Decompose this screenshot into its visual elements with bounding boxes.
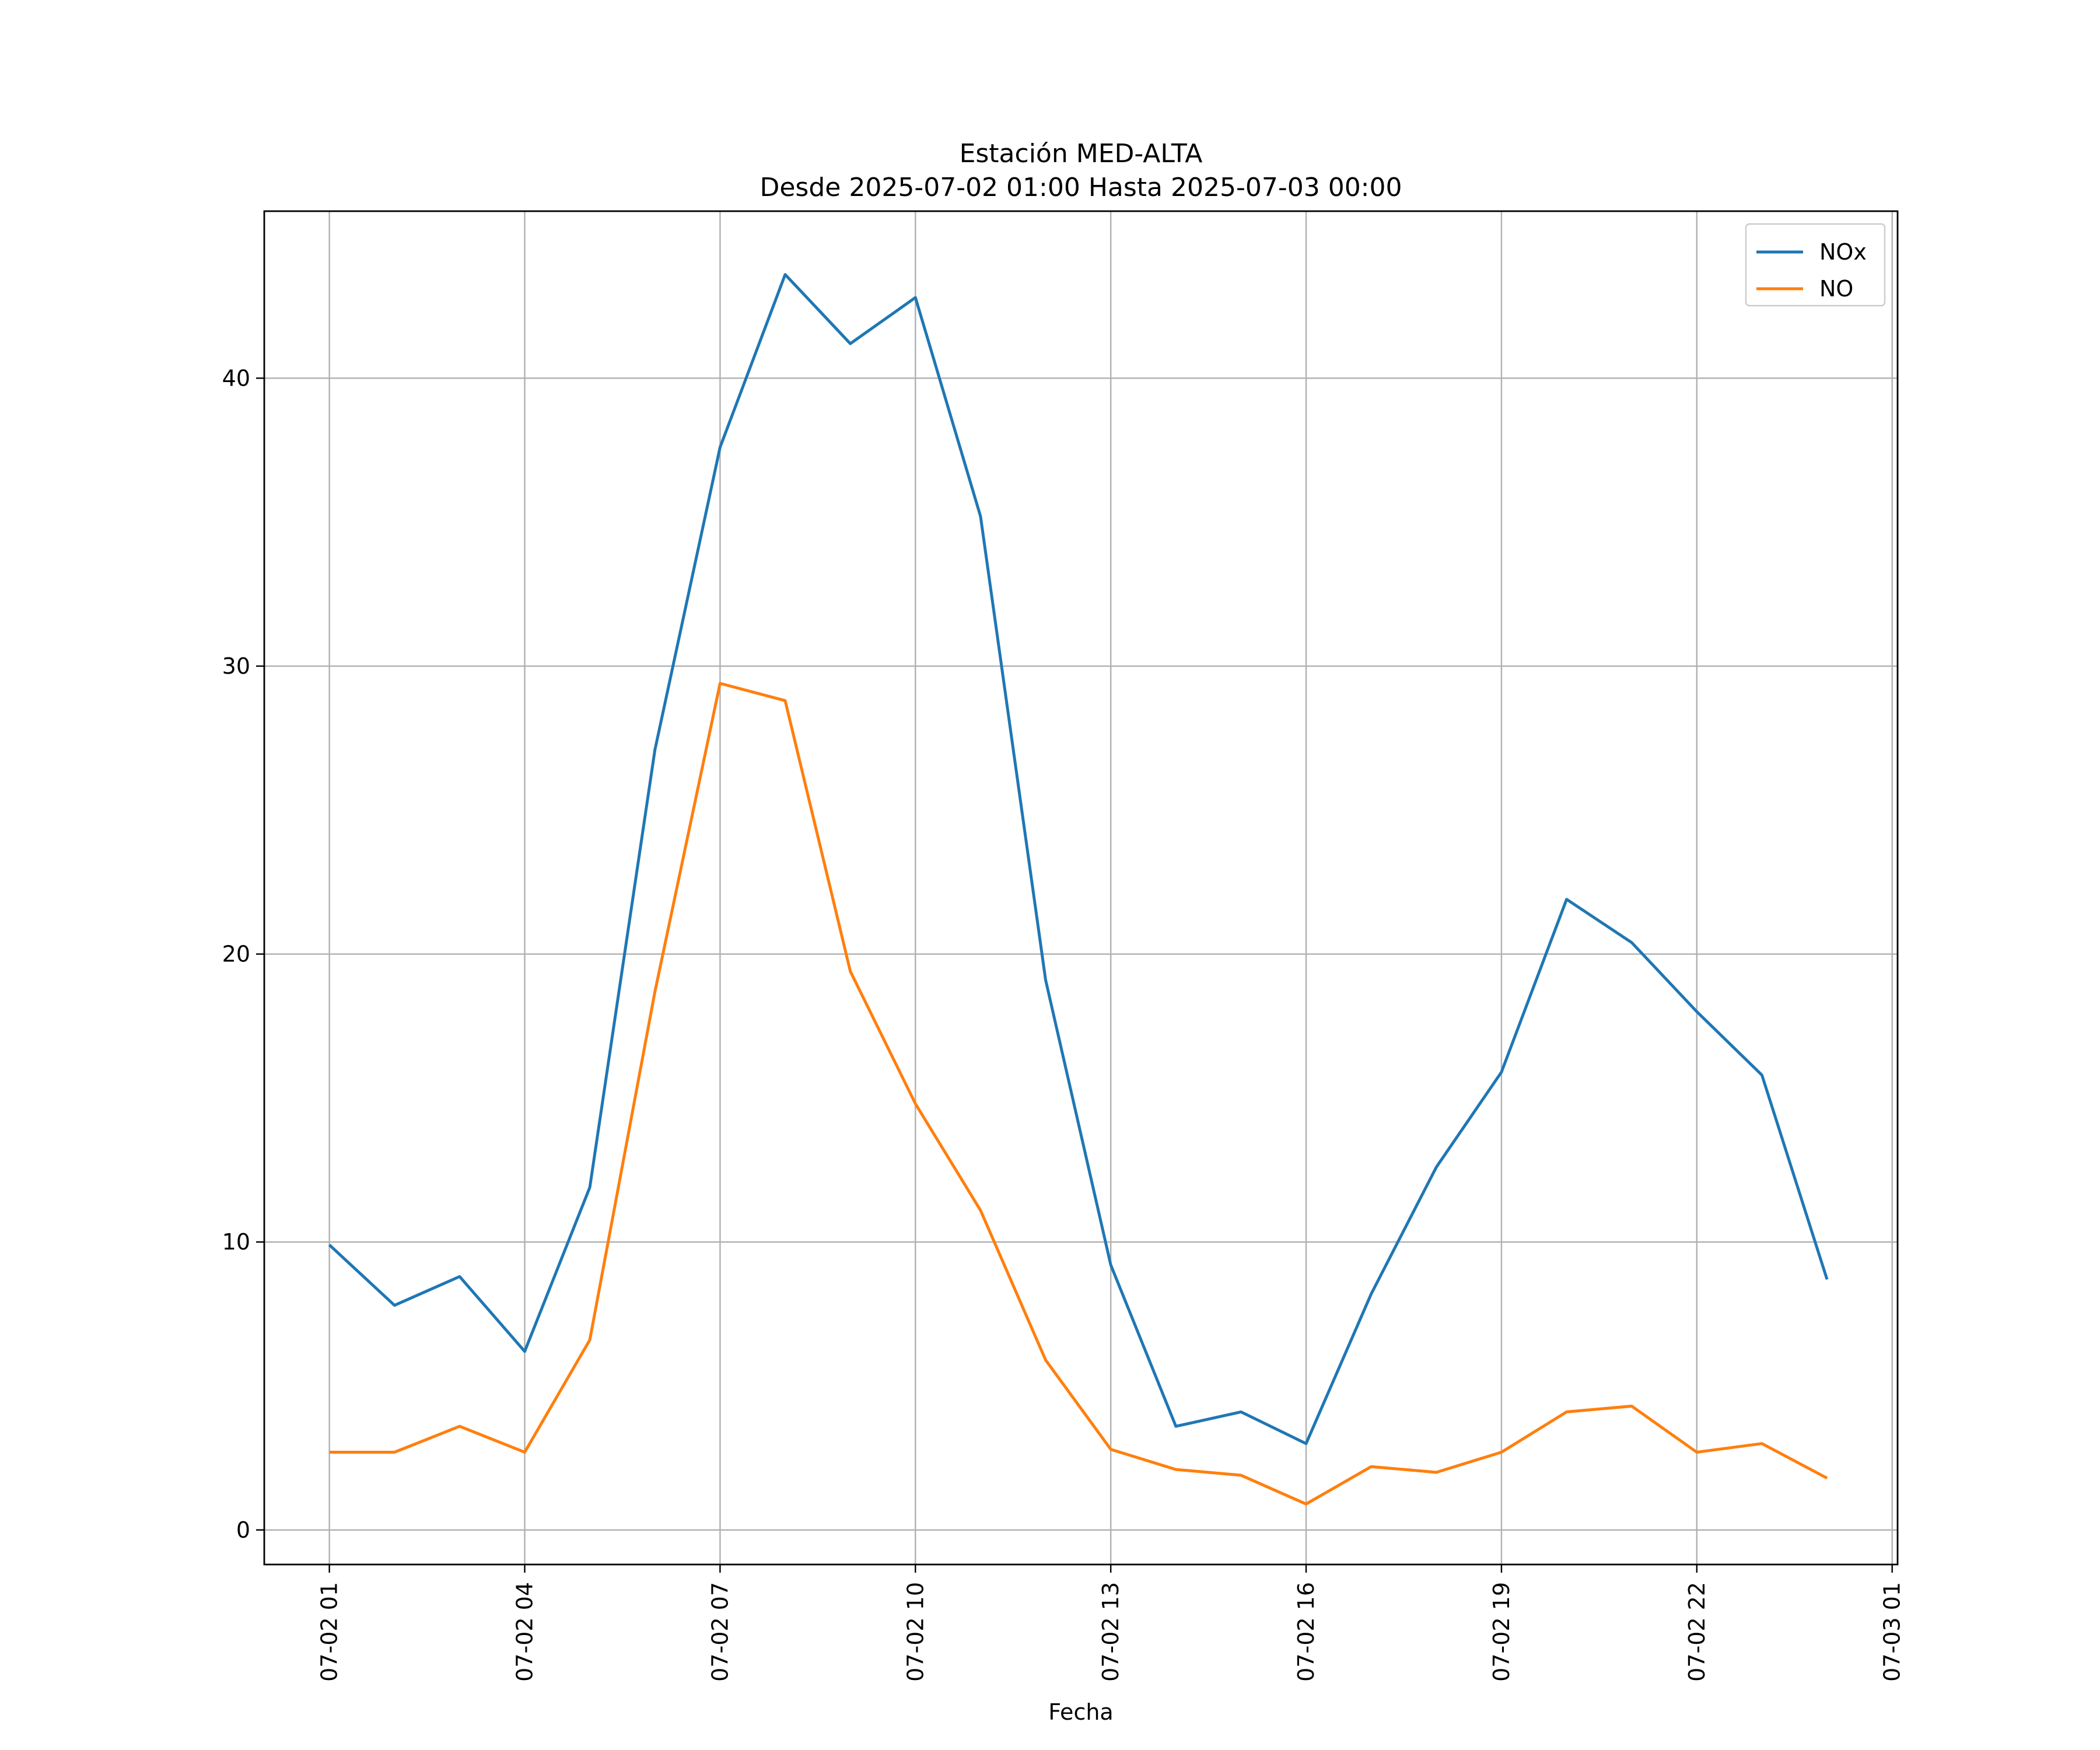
y-tick-label: 20 — [222, 942, 250, 967]
x-tick-label: 07-02 04 — [512, 1582, 538, 1682]
x-tick-label: 07-02 19 — [1489, 1582, 1514, 1682]
grid-layer — [264, 211, 1898, 1564]
series-layer — [328, 273, 1829, 1506]
legend-label: NO — [1819, 276, 1853, 302]
x-tick-label: 07-02 13 — [1098, 1582, 1124, 1682]
x-tick-label: 07-02 22 — [1684, 1582, 1710, 1682]
x-tick-label: 07-02 16 — [1293, 1582, 1319, 1682]
tick-layer: 0 10 20 30 40 07-02 01 07-02 04 07-02 07 07-02 1… — [222, 365, 1905, 1682]
y-tick-label: 40 — [222, 365, 250, 391]
series-line-no — [329, 682, 1828, 1506]
legend-label: NOx — [1819, 239, 1867, 265]
y-tick-label: 10 — [222, 1229, 250, 1255]
x-tick-label: 07-02 10 — [902, 1582, 928, 1682]
chart-title: Estación MED-ALTA — [960, 139, 1203, 169]
plot-frame — [263, 210, 1899, 1566]
chart-subtitle: Desde 2025-07-02 01:00 Hasta 2025-07-03 … — [760, 173, 1402, 202]
x-axis-label: Fecha — [1048, 1699, 1113, 1725]
series-line-nox — [328, 273, 1829, 1446]
x-tick-label: 07-02 01 — [317, 1582, 342, 1682]
legend-box — [1745, 223, 1886, 307]
y-tick-label: 30 — [222, 653, 250, 679]
x-tick-label: 07-02 07 — [707, 1582, 733, 1682]
legend: NOx NO — [1745, 223, 1886, 307]
y-tick-label: 0 — [236, 1517, 250, 1543]
x-tick-label: 07-03 01 — [1880, 1582, 1905, 1682]
